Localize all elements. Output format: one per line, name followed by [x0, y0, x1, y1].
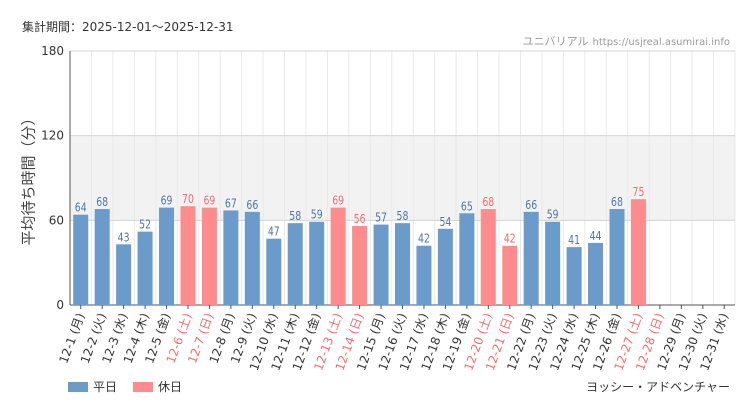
bar-value-label: 66	[246, 198, 258, 212]
bar-value-label: 70	[182, 192, 194, 206]
bar	[94, 209, 110, 305]
bar-value-label: 47	[268, 225, 280, 239]
bar-value-label: 75	[633, 185, 645, 199]
y-tick-label: 120	[41, 129, 64, 143]
bar-value-label: 67	[225, 196, 237, 210]
site-url[interactable]: https://usjreal.asumirai.info	[592, 37, 730, 48]
bar-value-label: 65	[461, 199, 473, 213]
bar	[459, 213, 475, 305]
bar-value-label: 68	[96, 195, 108, 209]
bar-value-label: 44	[590, 229, 602, 243]
bar	[395, 223, 410, 305]
legend-item-weekday[interactable]: 平日	[68, 378, 117, 395]
legend: 平日 休日	[68, 378, 198, 395]
bar	[566, 247, 582, 305]
bar-value-label: 43	[118, 230, 130, 244]
bar	[73, 214, 89, 305]
legend-swatch-holiday	[133, 381, 154, 392]
attraction-name: ヨッシー・アドベンチャー	[586, 380, 730, 394]
y-tick-label: 180	[41, 44, 64, 58]
bar-value-label: 42	[504, 232, 516, 246]
bar-value-label: 69	[161, 193, 173, 207]
bar	[416, 245, 432, 305]
y-axis-label: 平均待ち時間（分）	[19, 110, 38, 246]
bar	[330, 207, 346, 305]
bar	[545, 221, 561, 305]
bar-value-label: 56	[354, 212, 366, 226]
bar-value-label: 52	[139, 217, 151, 231]
bar-value-label: 54	[439, 215, 451, 229]
bar-value-label: 68	[482, 195, 494, 209]
bar	[352, 225, 368, 305]
bar	[223, 210, 239, 305]
bar-value-label: 66	[525, 198, 537, 212]
legend-swatch-weekday	[68, 381, 88, 392]
bar-value-label: 59	[311, 208, 323, 222]
site-credit[interactable]: ユニバリアル https://usjreal.asumirai.info	[523, 33, 730, 49]
bar	[588, 242, 604, 305]
bar	[309, 221, 325, 305]
y-tick-label: 60	[49, 213, 64, 227]
bar	[480, 209, 496, 305]
bar	[201, 207, 217, 305]
bar-value-label: 59	[547, 208, 559, 222]
bar-value-label: 69	[203, 193, 215, 207]
bar	[137, 231, 153, 305]
bar	[523, 211, 539, 305]
legend-label-holiday: 休日	[158, 380, 183, 394]
legend-label-weekday: 平日	[93, 380, 118, 394]
bar	[116, 244, 132, 305]
bar	[630, 199, 646, 305]
period-label: 集計期間：2025-12-01〜2025-12-31	[22, 20, 234, 34]
site-name: ユニバリアル	[522, 35, 589, 48]
bar-value-label: 41	[568, 233, 580, 247]
bar-value-label: 58	[289, 209, 301, 223]
bar-value-label: 57	[375, 210, 387, 224]
bar	[373, 224, 389, 305]
bar	[266, 238, 282, 305]
bar-value-label: 64	[75, 201, 87, 215]
bar	[244, 211, 260, 305]
y-tick-label: 0	[56, 298, 64, 312]
bar	[437, 228, 453, 305]
bar	[180, 206, 196, 305]
bar-value-label: 69	[332, 193, 344, 207]
bar	[502, 245, 518, 305]
bar-value-label: 68	[611, 195, 623, 209]
legend-item-holiday[interactable]: 休日	[133, 378, 182, 395]
bar-value-label: 58	[397, 209, 409, 223]
bar	[609, 209, 625, 305]
bar	[287, 223, 303, 305]
bar	[159, 207, 175, 305]
bar-value-label: 42	[418, 232, 430, 246]
